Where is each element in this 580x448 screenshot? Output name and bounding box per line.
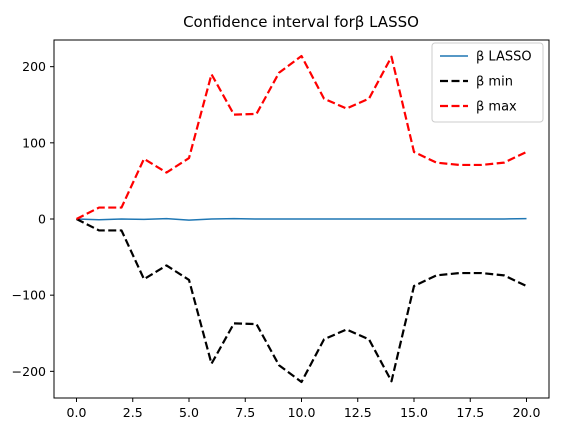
legend: β LASSO β min β max	[431, 42, 544, 123]
x-tick-label: 17.5	[456, 405, 484, 420]
x-tick-label: 10.0	[288, 405, 316, 420]
x-axis-ticks: 0.0 2.5 5.0 7.5 10.0 12.5 15.0 17.5 20.0	[67, 398, 541, 420]
x-tick-label: 12.5	[344, 405, 372, 420]
y-tick-label: 0	[38, 212, 46, 227]
legend-box	[431, 42, 544, 123]
plot-frame	[53, 39, 550, 399]
x-tick-label: 0.0	[67, 405, 87, 420]
x-tick-label: 2.5	[123, 405, 143, 420]
legend-items: β LASSO β min β max	[440, 50, 532, 115]
y-tick-label: 100	[22, 135, 46, 150]
y-tick-label: −100	[12, 288, 46, 303]
series-line-0	[76, 217, 527, 221]
legend-label-2: β max	[476, 100, 517, 115]
series-line-1	[76, 218, 527, 384]
series-line-2	[76, 54, 527, 220]
x-tick-label: 5.0	[179, 405, 199, 420]
chart-title: Confidence interval forβ LASSO	[183, 13, 419, 31]
x-tick-label: 20.0	[513, 405, 541, 420]
x-tick-label: 7.5	[235, 405, 255, 420]
legend-label-0: β LASSO	[476, 50, 532, 65]
legend-label-1: β min	[476, 75, 513, 90]
series-layer	[76, 54, 527, 384]
y-axis-ticks: −200 −100 0 100 200	[12, 59, 54, 379]
y-tick-label: −200	[12, 364, 46, 379]
y-tick-label: 200	[22, 59, 46, 74]
x-tick-label: 15.0	[400, 405, 428, 420]
